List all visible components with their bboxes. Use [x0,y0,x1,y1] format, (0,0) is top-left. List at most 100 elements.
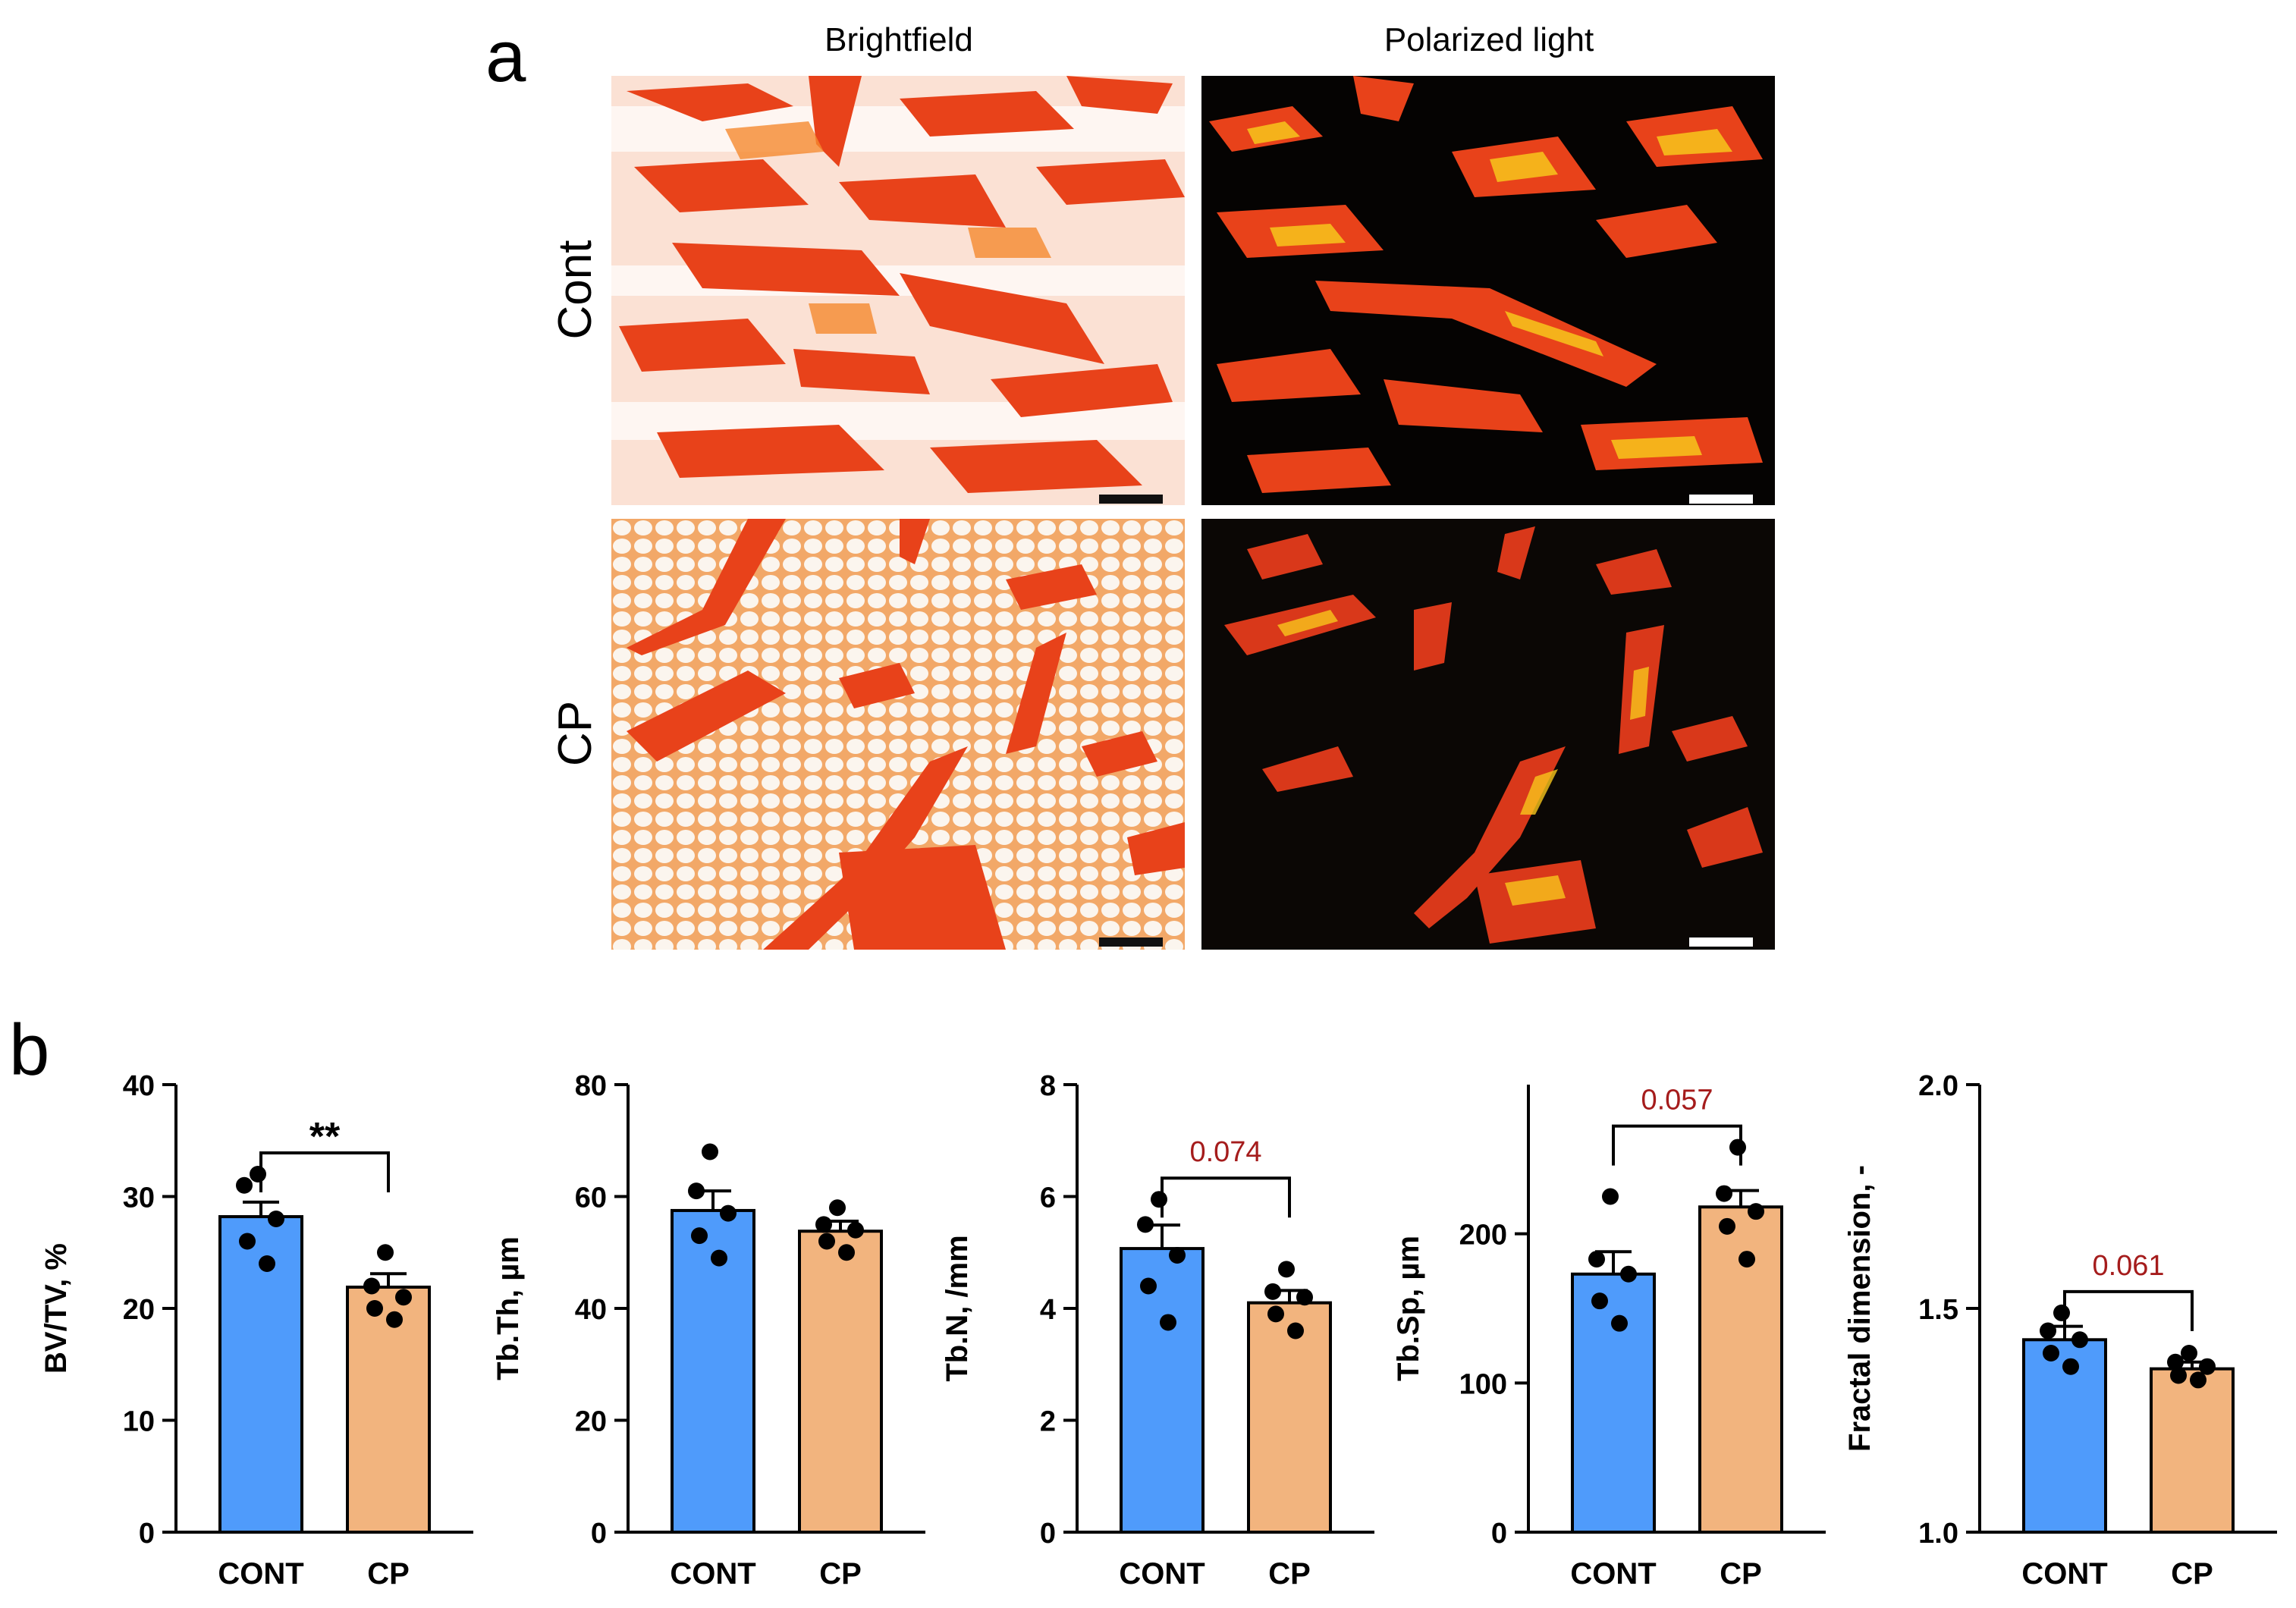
data-point [2181,1345,2197,1361]
column-header-polarized: Polarized light [1384,21,1594,58]
data-point [1611,1314,1628,1332]
x-tick-label: CONT [670,1557,755,1591]
data-point [838,1244,855,1261]
data-point [688,1182,705,1200]
y-tick-label: 40 [123,1070,155,1102]
y-tick-label: 80 [575,1070,607,1102]
y-tick-label: 1.0 [1918,1518,1958,1550]
data-point [847,1221,864,1239]
data-point [268,1211,284,1227]
x-tick-label: CONT [1570,1557,1656,1591]
y-tick-label: 2 [1040,1406,1056,1438]
data-point [2170,1367,2187,1384]
x-tick-label: CONT [1119,1557,1205,1591]
data-point [2167,1353,2184,1371]
data-point [239,1233,256,1250]
y-tick-label: 6 [1040,1182,1056,1214]
significance-label: 0.061 [2092,1250,2164,1282]
data-point [702,1143,718,1160]
x-tick-label: CP [1268,1557,1311,1591]
x-tick-label: CONT [2021,1557,2107,1591]
data-point [1738,1251,1755,1268]
significance-bracket [1612,1124,1742,1166]
data-point [2199,1358,2216,1375]
y-tick-label: 60 [575,1182,607,1214]
data-point [1137,1216,1154,1233]
data-point [691,1227,708,1245]
y-tick-label: 20 [123,1294,155,1326]
data-point [236,1176,253,1194]
y-axis-label: Fractal dimension, - [1843,1165,1877,1452]
bar [2150,1367,2235,1534]
y-tick-label: 2.0 [1918,1070,1958,1102]
bar [346,1285,431,1534]
data-point [720,1204,737,1222]
data-point [829,1199,846,1217]
data-point [363,1277,380,1295]
data-point [818,1233,835,1250]
significance-bracket [2063,1289,2194,1331]
scale-bar [1689,937,1753,947]
data-point [1160,1314,1176,1331]
data-point [259,1255,275,1272]
data-point [1264,1283,1281,1300]
data-point [2190,1371,2206,1389]
significance-label: 0.074 [1189,1136,1261,1168]
scale-bar [1689,495,1753,504]
row-label-cp: CP [549,700,601,767]
y-tick-label: 100 [1459,1368,1507,1400]
y-tick-label: 4 [1040,1294,1056,1326]
data-point [1588,1251,1605,1268]
panel-b-letter: b [9,1010,50,1091]
micrograph-brightfield-cp [611,519,1185,950]
y-tick-label: 40 [575,1294,607,1326]
data-point [1267,1305,1284,1323]
micrograph-brightfield-cont [611,76,1185,505]
data-point [1278,1261,1295,1278]
data-point [1729,1138,1746,1156]
y-tick-label: 0 [591,1518,607,1550]
data-point [711,1249,727,1267]
data-point [2053,1304,2070,1321]
bar [1247,1301,1332,1534]
data-point [250,1166,266,1182]
y-tick-label: 10 [123,1406,155,1438]
data-point [815,1216,832,1233]
data-point [2043,1345,2059,1361]
bar [798,1230,883,1534]
data-point [1719,1217,1735,1235]
data-point [366,1300,383,1317]
data-point [1287,1322,1304,1339]
x-tick-label: CP [2171,1557,2213,1591]
y-tick-label: 1.5 [1918,1294,1958,1326]
y-axis-label: Tb.Sp, µm [1392,1236,1425,1381]
y-tick-label: 200 [1459,1220,1507,1252]
y-axis-label: Tb.N, /mm [941,1235,974,1381]
row-label-cont: Cont [549,240,601,340]
x-tick-label: CP [367,1557,410,1591]
data-point [1296,1289,1313,1306]
data-point [1748,1203,1764,1220]
data-point [1716,1185,1732,1202]
data-point [2071,1331,2088,1349]
bar [671,1208,755,1534]
y-tick-label: 20 [575,1406,607,1438]
y-tick-label: 8 [1040,1070,1056,1102]
bar [1571,1272,1656,1534]
y-tick-label: 0 [1040,1518,1056,1550]
data-point [2062,1358,2079,1375]
y-tick-label: 0 [1491,1518,1507,1550]
y-axis-label: Tb.Th, µm [492,1236,525,1380]
data-point [1169,1246,1186,1264]
y-tick-label: 30 [123,1182,155,1214]
data-point [1602,1188,1619,1205]
y-axis-label: BV/TV, % [39,1243,73,1374]
data-point [1151,1191,1167,1208]
data-point [386,1311,403,1328]
micrograph-polarized-cont [1201,76,1775,505]
significance-bracket [1161,1176,1291,1218]
y-tick-label: 0 [139,1518,155,1550]
x-tick-label: CONT [218,1557,303,1591]
data-point [1620,1265,1637,1283]
bar [1120,1247,1205,1534]
